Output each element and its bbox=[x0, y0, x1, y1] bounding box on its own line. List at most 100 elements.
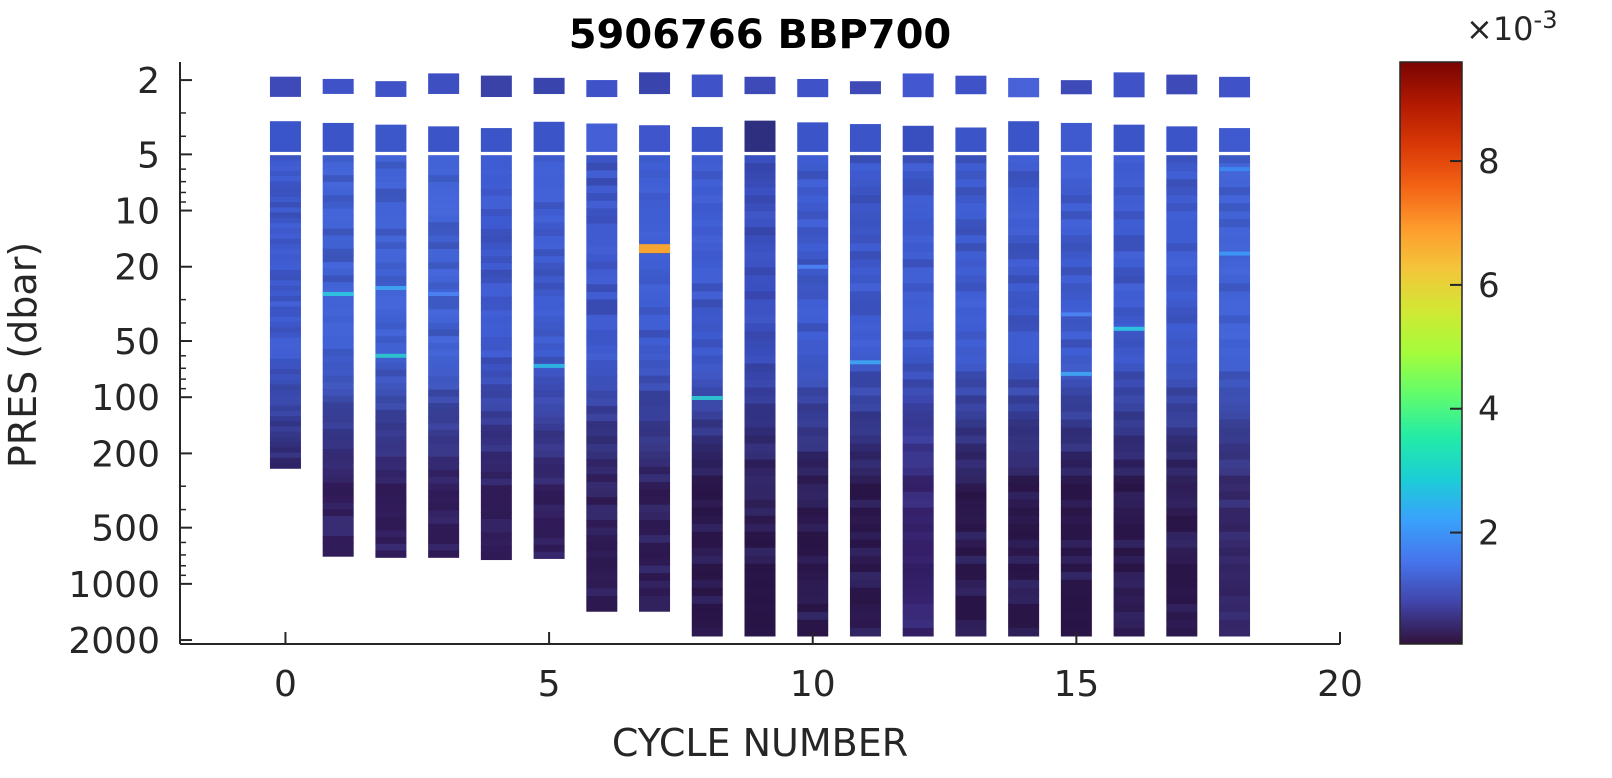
profile-strip bbox=[1113, 195, 1145, 204]
profile-strip bbox=[955, 267, 987, 276]
profile-strip bbox=[849, 603, 881, 613]
highlight-cycle-8 bbox=[691, 396, 723, 401]
profile-strip bbox=[639, 170, 671, 179]
profile-strip bbox=[533, 484, 565, 492]
profile-strip bbox=[269, 426, 301, 433]
profile-strip bbox=[1219, 619, 1251, 629]
profile-strip bbox=[1166, 371, 1198, 381]
profile-strip bbox=[691, 235, 723, 244]
profile-strip bbox=[691, 443, 723, 453]
profile-strip bbox=[797, 427, 829, 437]
profile-strip bbox=[1113, 355, 1145, 365]
profile-strip bbox=[1008, 563, 1040, 573]
profile-strip bbox=[322, 536, 354, 544]
profile-strip bbox=[1166, 307, 1198, 317]
profile-strip bbox=[639, 177, 671, 187]
surface-block bbox=[902, 73, 934, 98]
profile-strip bbox=[1008, 219, 1040, 228]
profile-strip bbox=[480, 438, 512, 446]
profile-strip bbox=[322, 221, 354, 230]
profile-strip bbox=[849, 611, 881, 621]
profile-strip bbox=[691, 627, 723, 637]
profile-strip bbox=[1008, 363, 1040, 373]
profile-strip bbox=[797, 411, 829, 421]
profile-strip bbox=[1060, 235, 1092, 244]
profile-strip bbox=[533, 262, 565, 271]
profile-strip bbox=[1113, 451, 1145, 461]
profile-strip bbox=[797, 195, 829, 204]
profile-strip bbox=[691, 243, 723, 252]
profile-strip bbox=[428, 235, 460, 243]
profile-strip bbox=[1219, 515, 1251, 525]
profile-strip bbox=[797, 587, 829, 597]
profile-strip bbox=[639, 193, 671, 202]
profile-strip bbox=[533, 336, 565, 344]
profile-strip bbox=[375, 490, 407, 498]
profile-strip bbox=[955, 499, 987, 509]
profile-strip bbox=[1113, 403, 1145, 413]
profile-strip bbox=[639, 390, 671, 399]
profile-strip bbox=[428, 436, 460, 444]
profile-strip bbox=[428, 450, 460, 458]
profile-strip bbox=[1113, 563, 1145, 573]
profile-strip bbox=[1113, 211, 1145, 220]
profile-strip bbox=[269, 410, 301, 417]
profile-strip bbox=[1008, 195, 1040, 204]
profile-strip bbox=[375, 269, 407, 277]
profile-strip bbox=[1219, 315, 1251, 325]
profile-strip bbox=[322, 295, 354, 303]
profile-strip bbox=[639, 451, 671, 460]
profile-strip bbox=[744, 251, 776, 260]
profile-strip bbox=[691, 411, 723, 421]
profile-strip bbox=[322, 275, 354, 283]
profile-strip bbox=[480, 492, 512, 500]
profile-strip bbox=[428, 302, 460, 310]
profile-strip bbox=[797, 555, 829, 565]
profile-strip bbox=[902, 363, 934, 373]
profile-strip bbox=[639, 603, 671, 612]
profile-strip bbox=[1219, 427, 1251, 437]
profile-strip bbox=[691, 475, 723, 485]
profile-strip bbox=[375, 262, 407, 270]
profile-strip bbox=[375, 155, 407, 163]
profile-strip bbox=[691, 467, 723, 477]
profile-strip bbox=[639, 215, 671, 225]
profile-strip bbox=[902, 211, 934, 220]
profile-strip bbox=[586, 352, 618, 361]
profile-strip bbox=[586, 497, 618, 506]
profile-strip bbox=[1008, 627, 1040, 637]
highlight-cycle-18 bbox=[1219, 167, 1251, 172]
profile-strip bbox=[480, 222, 512, 230]
profile-strip bbox=[586, 360, 618, 369]
profile-strip bbox=[797, 395, 829, 405]
profile-strip bbox=[902, 531, 934, 541]
profile-strip bbox=[1008, 267, 1040, 276]
profile-strip bbox=[1219, 387, 1251, 397]
profile-strip bbox=[797, 163, 829, 172]
profile-strip bbox=[533, 188, 565, 197]
surface-block bbox=[480, 75, 512, 98]
profile-strip bbox=[480, 411, 512, 419]
profile-strip bbox=[269, 222, 301, 229]
profile-strip bbox=[1166, 595, 1198, 605]
profile-strip bbox=[1008, 523, 1040, 533]
profile-strip bbox=[1219, 467, 1251, 477]
profile-strip bbox=[1113, 459, 1145, 469]
colorbar: 2 4 6 8 ×10-3 bbox=[1399, 6, 1557, 645]
profile-strip bbox=[691, 587, 723, 597]
profile-strip bbox=[269, 217, 301, 224]
upper-block bbox=[744, 120, 776, 152]
profile-strip bbox=[1219, 379, 1251, 389]
profile-strip bbox=[1060, 419, 1092, 429]
profile-strip bbox=[480, 404, 512, 412]
profile-strip bbox=[797, 363, 829, 373]
profile-strip bbox=[269, 348, 301, 355]
profile-strip bbox=[586, 565, 618, 574]
profile-strip bbox=[955, 427, 987, 437]
profile-strip bbox=[480, 330, 512, 338]
profile-strip bbox=[1219, 219, 1251, 228]
profile-strip bbox=[849, 563, 881, 573]
profile-strip bbox=[1008, 419, 1040, 429]
profile-strip bbox=[428, 362, 460, 371]
